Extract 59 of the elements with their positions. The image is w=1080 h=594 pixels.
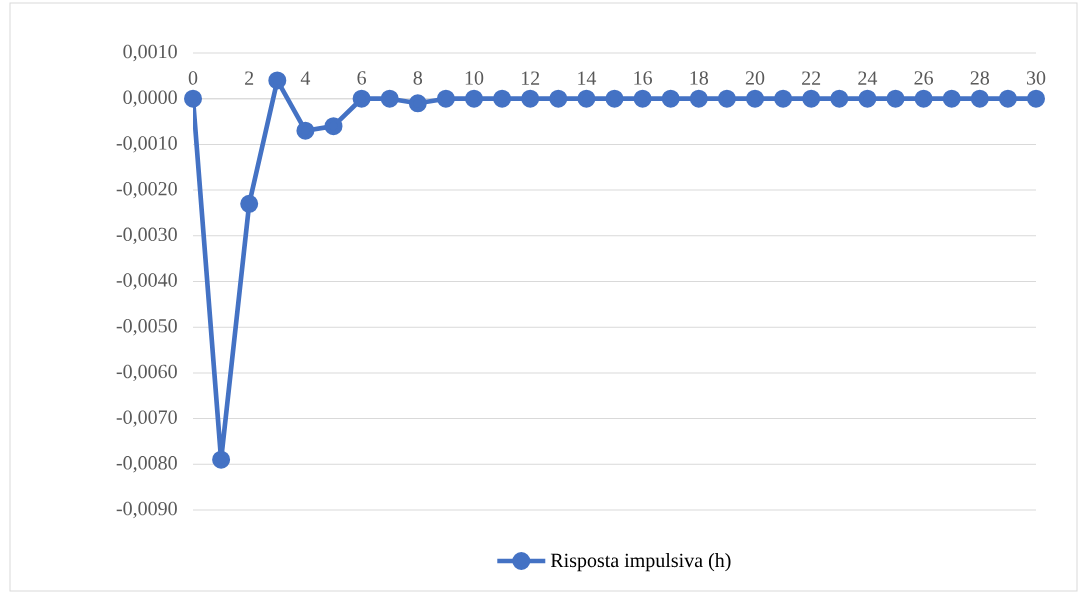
x-tick-label: 24 [858,71,878,85]
point [942,89,961,108]
x-tick-label: 6 [357,71,367,85]
point [240,194,259,213]
point [521,89,540,108]
point [408,94,427,113]
point [577,89,596,108]
point [605,89,624,108]
x-tick-label: 10 [465,71,484,85]
point [998,89,1017,108]
y-tick-label: -0,0050 [116,319,177,336]
y-tick-label: -0,0030 [116,227,177,244]
point [184,89,203,108]
y-tick-label: -0,0020 [116,181,177,199]
point [746,89,765,108]
x-tick-label: 16 [634,71,653,85]
point [380,89,399,108]
y-tick-label: -0,0080 [116,456,177,473]
point [296,121,315,140]
x-tick-label: 20 [745,71,765,85]
point [268,71,287,90]
point [493,89,512,108]
x-tick-label: 8 [413,71,423,85]
y-tick-label: -0,0070 [116,410,177,427]
x-tick-label: 2 [245,71,254,85]
point [970,89,989,108]
y-tick-label: 0,0000 [123,90,177,107]
point [886,89,905,108]
point [1027,89,1046,108]
point [465,89,484,108]
point [661,89,680,108]
point [914,89,933,108]
x-tick-label: 4 [300,71,311,85]
point [324,117,343,136]
point [689,89,708,108]
x-tick-label: 18 [690,71,709,85]
point [830,89,849,108]
x-tick-label: 14 [578,71,597,85]
point [436,89,455,108]
x-tick-label: 30 [1026,71,1046,85]
point [802,89,821,108]
point [858,89,877,108]
y-tick-label: -0,0040 [116,273,177,290]
x-tick-label: 26 [914,71,934,85]
point [774,89,793,108]
x-tick-label: 0 [188,71,198,85]
x-tick-label: 28 [970,71,990,85]
legend-label: Risposta impulsiva (h) [550,553,731,572]
point [717,89,736,108]
y-tick-label: -0,0060 [116,364,177,382]
y-tick-label: -0,0090 [116,501,177,519]
y-tick-label: 0,0010 [123,44,177,62]
x-tick-label: 22 [802,71,821,85]
point [549,89,568,108]
x-tick-label: 12 [521,71,540,85]
point [352,89,371,108]
y-tick-label: -0,0010 [116,136,177,153]
point [212,450,231,469]
point [633,89,652,108]
